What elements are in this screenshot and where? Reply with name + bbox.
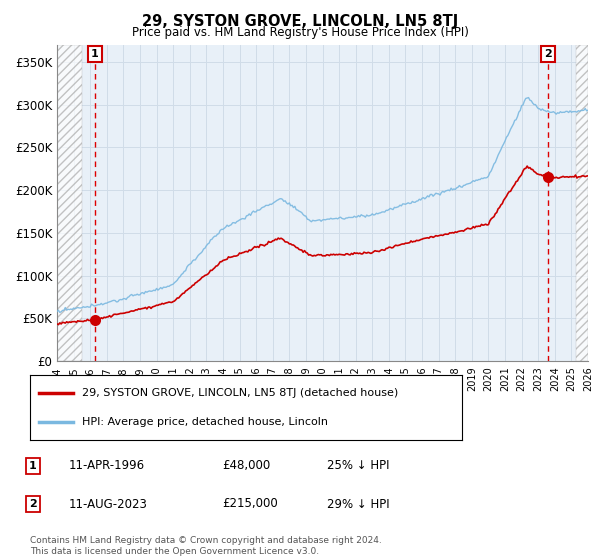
Text: 1: 1: [29, 461, 37, 471]
Text: 2: 2: [29, 499, 37, 509]
Bar: [57, 45, 82, 361]
Text: 11-AUG-2023: 11-AUG-2023: [69, 497, 148, 511]
Text: Contains HM Land Registry data © Crown copyright and database right 2024.
This d: Contains HM Land Registry data © Crown c…: [30, 536, 382, 556]
Text: 1: 1: [91, 49, 99, 59]
Bar: [577, 45, 588, 361]
Text: 25% ↓ HPI: 25% ↓ HPI: [327, 459, 389, 473]
Text: Price paid vs. HM Land Registry's House Price Index (HPI): Price paid vs. HM Land Registry's House …: [131, 26, 469, 39]
Text: £48,000: £48,000: [222, 459, 270, 473]
Text: £215,000: £215,000: [222, 497, 278, 511]
Text: 2: 2: [544, 49, 552, 59]
Text: HPI: Average price, detached house, Lincoln: HPI: Average price, detached house, Linc…: [82, 417, 328, 427]
Text: 29% ↓ HPI: 29% ↓ HPI: [327, 497, 389, 511]
Text: 29, SYSTON GROVE, LINCOLN, LN5 8TJ: 29, SYSTON GROVE, LINCOLN, LN5 8TJ: [142, 14, 458, 29]
Text: 29, SYSTON GROVE, LINCOLN, LN5 8TJ (detached house): 29, SYSTON GROVE, LINCOLN, LN5 8TJ (deta…: [82, 388, 398, 398]
Text: 11-APR-1996: 11-APR-1996: [69, 459, 145, 473]
